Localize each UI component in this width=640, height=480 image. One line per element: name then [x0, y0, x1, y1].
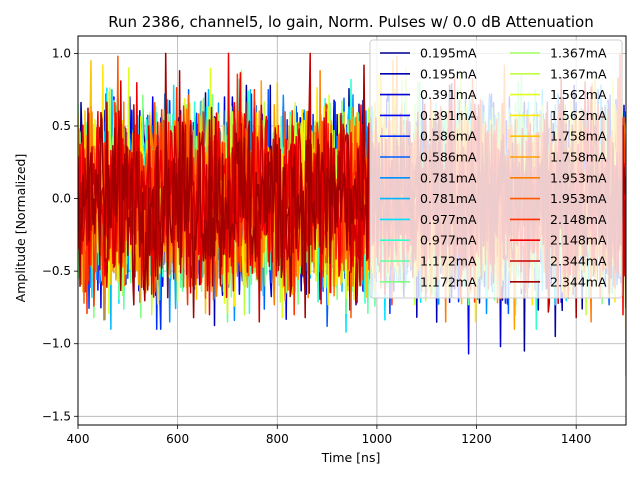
- legend-label: 1.953mA: [550, 170, 607, 185]
- axis-ticks: 400 600 800 1000 1200 1400 1.0 0.5 0.0 −0.5 −1.0 −1…: [42, 46, 592, 446]
- legend-label: 2.148mA: [550, 233, 607, 248]
- x-tick-label: 1000: [362, 432, 393, 446]
- legend-label: 0.391mA: [420, 87, 477, 102]
- y-tick-label: 0.0: [52, 192, 71, 206]
- legend-label: 2.344mA: [550, 254, 607, 269]
- plot-frame: [77, 35, 627, 426]
- x-tick-label: 400: [67, 432, 90, 446]
- legend-label: 0.586mA: [420, 150, 477, 165]
- legend-label: 1.953mA: [550, 191, 607, 206]
- legend-label: 0.977mA: [420, 233, 477, 248]
- x-tick-label: 1400: [561, 432, 592, 446]
- x-tick-label: 800: [266, 432, 289, 446]
- chart-title: Run 2386, channel5, lo gain, Norm. Pulse…: [108, 13, 593, 31]
- legend-label: 0.586mA: [420, 129, 477, 144]
- legend-label: 1.562mA: [550, 87, 607, 102]
- legend-box: [369, 39, 623, 299]
- y-tick-label: −1.5: [42, 409, 71, 423]
- legend-label: 0.977mA: [420, 212, 477, 227]
- x-tick-label: 600: [166, 432, 189, 446]
- y-tick-label: −1.0: [42, 337, 71, 351]
- legend-label: 2.148mA: [550, 212, 607, 227]
- legend-label: 1.172mA: [420, 274, 477, 289]
- legend-label: 0.781mA: [420, 170, 477, 185]
- legend-label: 1.562mA: [550, 108, 607, 123]
- legend-label: 0.391mA: [420, 108, 477, 123]
- y-tick-label: 1.0: [52, 46, 71, 60]
- legend-label: 2.344mA: [550, 274, 607, 289]
- x-tick-label: 1200: [461, 432, 492, 446]
- y-axis-label: Amplitude [Normalized]: [13, 154, 28, 303]
- legend-label: 1.758mA: [550, 129, 607, 144]
- legend: 0.195mA 0.195mA 0.391mA 0.391mA 0.586mA 0.586…: [369, 39, 623, 299]
- legend-label: 0.195mA: [420, 46, 477, 61]
- legend-label: 1.367mA: [550, 46, 607, 61]
- legend-label: 1.758mA: [550, 150, 607, 165]
- legend-label: 0.781mA: [420, 191, 477, 206]
- legend-label: 0.195mA: [420, 66, 477, 81]
- x-axis-label: Time [ns]: [321, 450, 381, 465]
- y-tick-label: 0.5: [52, 119, 71, 133]
- legend-label: 1.367mA: [550, 66, 607, 81]
- y-tick-label: −0.5: [42, 264, 71, 278]
- legend-label: 1.172mA: [420, 254, 477, 269]
